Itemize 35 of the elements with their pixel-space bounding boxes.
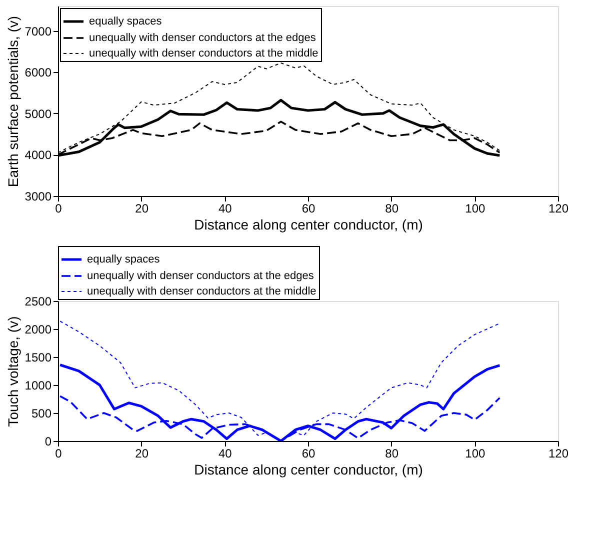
y-axis-title: Touch voltage, (v) [4, 316, 21, 427]
x-tick-label: 120 [548, 202, 569, 216]
x-axis-title: Distance along center conductor, (m) [194, 216, 423, 232]
x-tick-label: 0 [55, 202, 62, 216]
y-tick-label: 7000 [24, 24, 52, 38]
legend-label: unequally with denser conductors at the edges [89, 32, 316, 44]
x-tick-label: 100 [465, 202, 486, 216]
x-tick-label: 40 [218, 446, 232, 460]
x-axis-title: Distance along center conductor, (m) [194, 462, 423, 478]
x-tick-label: 80 [385, 202, 399, 216]
x-tick-label: 20 [135, 446, 149, 460]
x-tick-label: 0 [55, 446, 62, 460]
y-axis-title: Earth surface potentials, (v) [4, 16, 21, 188]
legend-label: equally spaces [89, 16, 162, 28]
y-tick-label: 1000 [24, 378, 52, 392]
y-tick-label: 4000 [24, 148, 52, 162]
x-tick-label: 80 [385, 446, 399, 460]
y-tick-label: 3000 [24, 190, 52, 204]
y-tick-label: 0 [44, 434, 52, 448]
y-tick-label: 5000 [24, 106, 52, 121]
x-tick-label: 120 [548, 446, 569, 460]
legend-label: unequally with denser conductors at the middle [89, 48, 318, 60]
x-tick-label: 20 [135, 202, 149, 216]
y-tick-label: 1500 [24, 350, 52, 364]
y-tick-label: 2500 [24, 294, 52, 308]
y-tick-label: 500 [31, 406, 52, 420]
legend-label: unequally with denser conductors at the edges [87, 270, 314, 282]
x-tick-label: 60 [302, 446, 316, 460]
legend-label: equally spaces [87, 254, 160, 266]
y-tick-label: 6000 [24, 66, 52, 80]
legend-label: unequally with denser conductors at the middle [87, 286, 316, 298]
x-tick-label: 60 [302, 202, 316, 216]
x-tick-label: 100 [465, 446, 486, 460]
x-tick-label: 40 [218, 202, 232, 216]
y-tick-label: 2000 [24, 322, 52, 336]
